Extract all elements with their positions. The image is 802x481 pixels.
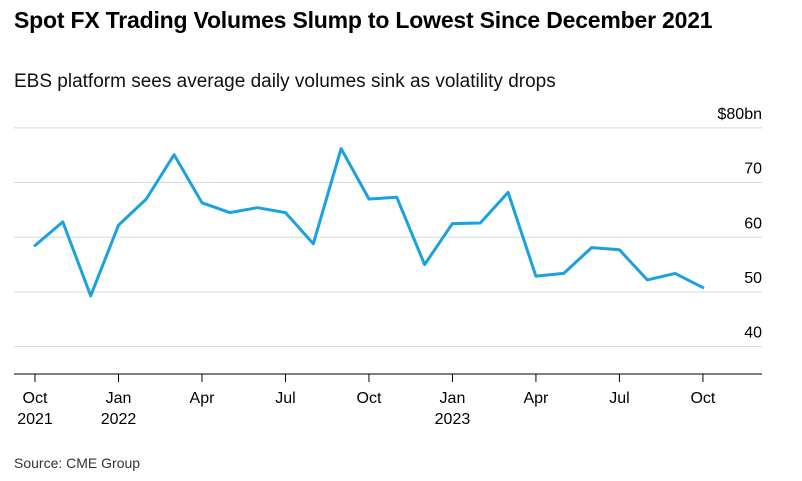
y-tick-label-40: 40 (744, 325, 762, 342)
series-line (33, 147, 705, 298)
chart-subtitle: EBS platform sees average daily volumes … (14, 71, 556, 92)
y-axis-tick-labels: 40 50 60 70 $80bn (718, 106, 763, 342)
x-tick-label-5: Jan (440, 390, 466, 407)
x-axis: Oct 2021 Jan 2022 Apr Jul Oct Jan 2023 Apr Jul Oct (14, 373, 762, 428)
source-note: Source: CME Group (14, 455, 141, 471)
x-tick-label-3: Jul (275, 390, 295, 407)
series-line-group (33, 147, 705, 298)
x-tick-label-6: Apr (523, 390, 549, 407)
y-tick-label-50: 50 (744, 270, 762, 287)
x-tick-year-0: 2021 (17, 411, 53, 428)
x-tick-year-5: 2023 (435, 411, 471, 428)
y-tick-label-80: $80bn (718, 106, 763, 123)
gridlines (14, 127, 762, 348)
chart-title: Spot FX Trading Volumes Slump to Lowest … (14, 7, 713, 33)
x-tick-label-4: Oct (357, 390, 382, 407)
y-tick-label-70: 70 (744, 161, 762, 178)
x-tick-year-1: 2022 (101, 411, 137, 428)
x-tick-label-7: Jul (609, 390, 629, 407)
x-tick-label-1: Jan (106, 390, 132, 407)
x-tick-label-8: Oct (690, 390, 715, 407)
x-tick-label-0: Oct (23, 390, 48, 407)
x-tick-label-2: Apr (190, 390, 216, 407)
y-tick-label-60: 60 (744, 215, 762, 232)
